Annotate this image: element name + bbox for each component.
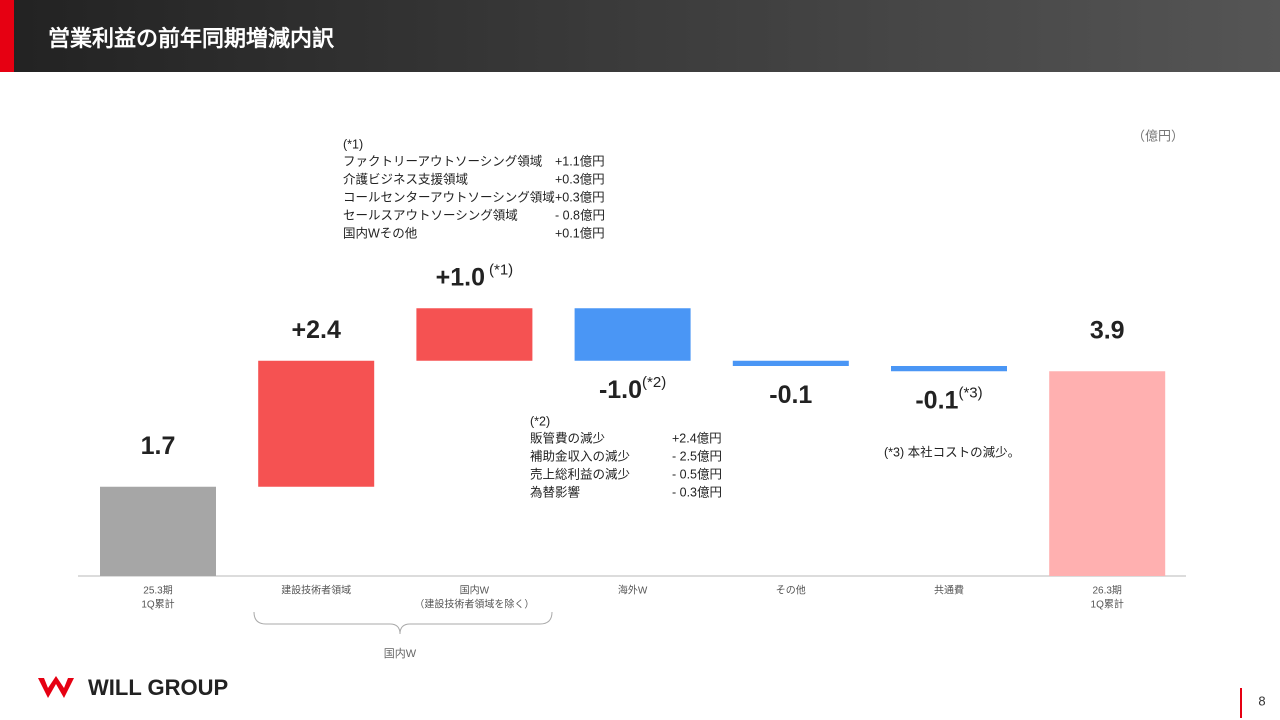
category-label: 建設技術者領域 [281,584,351,597]
category-label: （建設技術者領域を除く） [414,598,534,611]
value-label-text: -1.0 [599,375,642,403]
note-marker: (*1) [343,137,363,151]
note-value: +0.3億円 [555,190,605,204]
value-label-text: 3.9 [1090,316,1125,344]
value-label-text: 1.7 [141,431,176,459]
value-label: -0.1(*3) [915,384,982,414]
note-value: +2.4億円 [672,431,722,445]
note-value: +1.1億円 [555,154,605,168]
value-label: 3.9 [1090,316,1125,344]
header-accent [0,0,14,72]
unit-label: （億円） [1132,128,1184,143]
bar [416,308,533,361]
slide-title: 営業利益の前年同期増減内訳 [48,26,335,51]
note-value: - 2.5億円 [672,449,722,463]
category-label: 海外W [618,584,648,597]
note-item: ファクトリーアウトソーシング領域 [343,153,542,168]
value-label-text: -0.1 [769,381,812,409]
category-label: 25.3期 [143,585,172,597]
value-label: 1.7 [141,431,176,459]
page-number: 8 [1258,693,1265,708]
category-label: その他 [776,584,806,597]
note-item: 国内Wその他 [343,226,418,240]
value-label: -1.0(*2) [599,374,666,404]
note-value: - 0.5億円 [672,467,722,481]
note-marker: (*2) [530,414,550,428]
value-label: -0.1 [769,381,812,409]
category-label: 26.3期 [1092,585,1121,597]
note-item: 為替影響 [530,484,580,499]
value-label-text: +1.0 [436,263,485,291]
logo-mark [38,676,74,698]
value-label: +2.4 [292,315,341,343]
value-label: +1.0 (*1) [436,261,514,291]
note-item: 販管費の減少 [530,430,605,445]
bar [1049,371,1166,576]
note-value: +0.3億円 [555,172,605,186]
category-label: 共通費 [934,584,964,597]
value-note: (*2) [642,374,666,391]
note-item: コールセンターアウトソーシング領域 [343,189,555,204]
bar [100,486,216,576]
logo: WILL GROUP [38,675,228,700]
value-label-text: -0.1 [915,386,958,414]
group-bracket [253,611,553,635]
note-item: 売上総利益の減少 [530,466,630,481]
logo-text: WILL GROUP [88,675,228,700]
category-label: 1Q累計 [1091,598,1124,611]
bar [574,308,691,361]
note-text: (*3) 本社コストの減少。 [884,444,1020,459]
note-value: - 0.3億円 [672,485,722,499]
bar [258,360,375,487]
header-bar [0,0,1280,72]
note-value: - 0.8億円 [555,208,605,222]
category-label: 1Q累計 [141,598,174,611]
note-item: 補助金収入の減少 [530,448,630,463]
note-item: セールスアウトソーシング領域 [343,207,518,222]
note-item: 介護ビジネス支援領域 [343,171,468,186]
group-label: 国内W [384,646,417,660]
category-label: 国内W [460,584,490,597]
value-note: (*3) [958,384,982,401]
note-value: +0.1億円 [555,226,605,240]
value-note: (*1) [489,261,513,278]
bar [732,360,849,366]
value-label-text: +2.4 [292,315,341,343]
bar [891,366,1007,372]
